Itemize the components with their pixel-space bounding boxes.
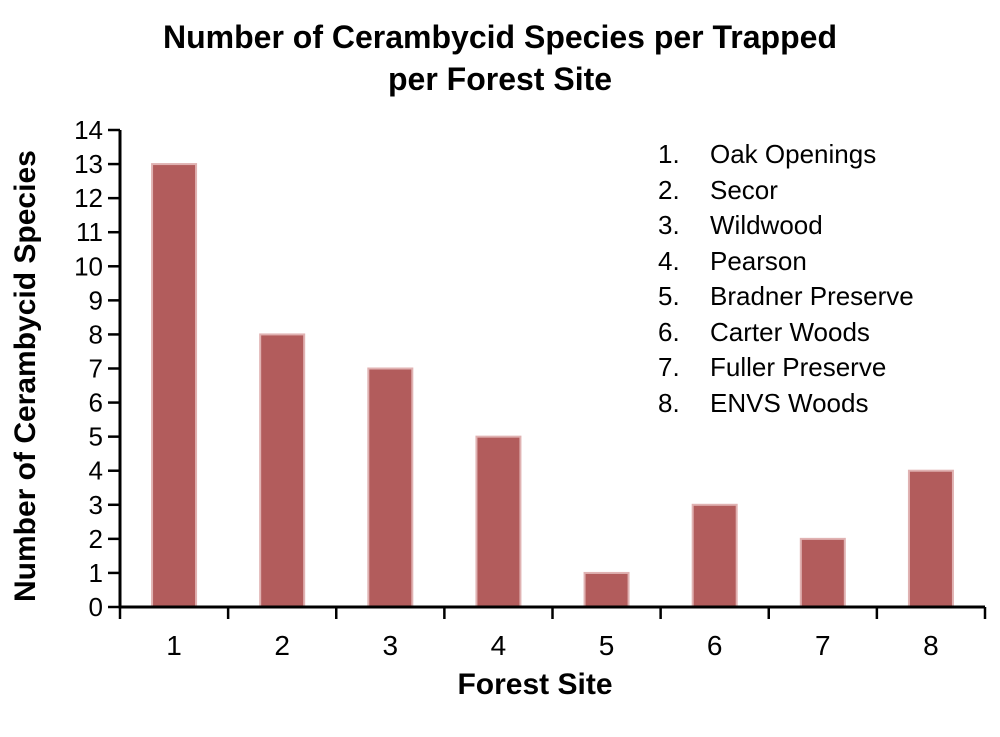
chart-title: Number of Cerambycid Species per Trapped…	[0, 16, 1000, 100]
site-legend-list: 1. Oak Openings 2. Secor 3. Wildwood 4. Pearson…	[658, 137, 914, 421]
y-tick-label: 1	[89, 558, 103, 588]
legend-item-number: 8.	[658, 387, 680, 418]
legend-item-label: Oak Openings	[710, 139, 877, 169]
legend-item: 6. Carter Woods	[658, 315, 914, 351]
legend-item-label: Wildwood	[710, 210, 823, 240]
y-tick-label: 13	[74, 149, 103, 179]
legend-item: 3. Wildwood	[658, 208, 914, 244]
legend-item: 1. Oak Openings	[658, 137, 914, 173]
legend-item: 4. Pearson	[658, 244, 914, 280]
y-tick-label: 2	[89, 524, 103, 554]
bar	[151, 163, 198, 608]
legend-item-label: Bradner Preserve	[710, 281, 914, 311]
y-tick-label: 0	[89, 592, 103, 622]
legend-item: 7. Fuller Preserve	[658, 350, 914, 386]
y-tick-label: 14	[74, 115, 103, 145]
x-axis-title: Forest Site	[457, 668, 613, 701]
y-tick-label: 6	[89, 388, 103, 418]
chart-title-line2: per Forest Site	[387, 61, 613, 97]
y-tick-label: 10	[74, 251, 103, 281]
bar	[907, 469, 954, 609]
bar	[691, 503, 738, 608]
y-tick-label: 5	[89, 422, 103, 452]
legend-item-number: 6.	[658, 316, 680, 347]
legend-item-number: 7.	[658, 352, 680, 382]
legend-item-label: Carter Woods	[710, 316, 870, 347]
legend-item: 8. ENVS Woods	[658, 386, 914, 422]
legend-item: 5. Bradner Preserve	[658, 279, 914, 315]
bar	[799, 537, 846, 608]
legend-item-label: Fuller Preserve	[710, 352, 887, 382]
x-tick-label: 7	[815, 630, 831, 661]
x-tick-label: 1	[166, 630, 182, 661]
y-tick-label: 7	[89, 354, 103, 384]
x-tick-label: 2	[274, 630, 290, 661]
y-tick-label: 8	[89, 319, 103, 349]
legend-item-label: Secor	[710, 174, 778, 205]
bar	[367, 367, 414, 608]
y-axis-title: Number of Cerambycid Species	[9, 150, 42, 602]
x-tick-label: 3	[383, 630, 399, 661]
y-tick-label: 9	[89, 285, 103, 315]
y-tick-label: 4	[89, 456, 103, 486]
bar	[475, 435, 522, 608]
bar	[259, 333, 306, 608]
y-tick-label: 12	[74, 183, 103, 213]
legend-item: 2. Secor	[658, 173, 914, 209]
legend-item-label: ENVS Woods	[710, 387, 869, 418]
legend-item-number: 1.	[658, 139, 680, 169]
x-tick-label: 6	[707, 630, 723, 661]
legend-item-number: 4.	[658, 245, 680, 276]
y-tick-label: 3	[89, 490, 103, 520]
bar	[583, 571, 630, 609]
legend-item-number: 5.	[658, 281, 680, 311]
chart-title-line1: Number of Cerambycid Species per Trapped	[163, 19, 837, 55]
x-tick-label: 8	[923, 630, 939, 661]
x-tick-label: 5	[599, 630, 615, 661]
legend-item-number: 2.	[658, 174, 680, 205]
legend-item-number: 3.	[658, 210, 680, 240]
legend-item-label: Pearson	[710, 245, 807, 276]
y-tick-label: 11	[76, 217, 103, 247]
x-tick-label: 4	[491, 630, 507, 661]
